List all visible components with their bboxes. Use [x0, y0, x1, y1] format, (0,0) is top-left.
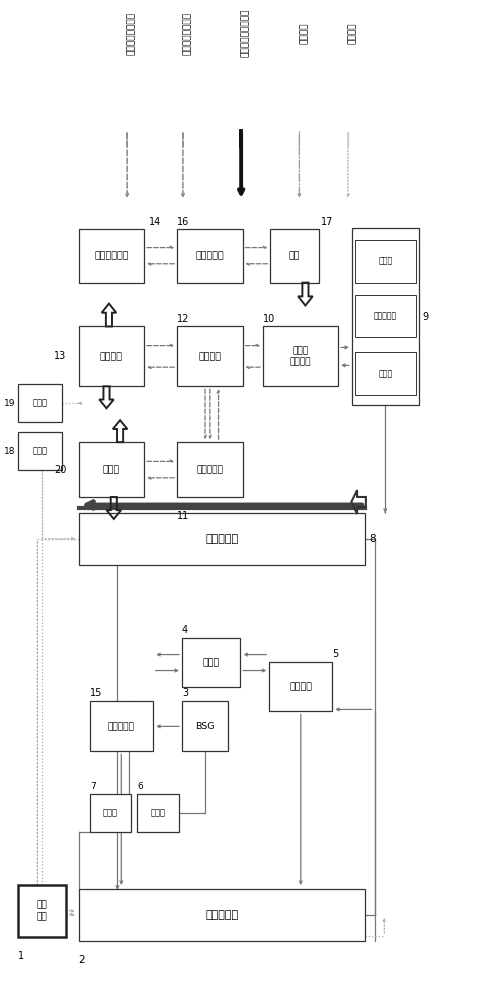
Bar [352, 228, 419, 405]
Text: 暖阀口: 暖阀口 [378, 257, 392, 266]
Text: 9: 9 [422, 312, 429, 322]
Text: 3: 3 [182, 688, 188, 698]
Bar [270, 662, 332, 711]
Text: 17: 17 [321, 217, 334, 227]
Bar [182, 638, 240, 687]
Bar [270, 229, 319, 283]
Text: 缸体水套: 缸体水套 [198, 352, 221, 361]
Text: 电子节温器: 电子节温器 [374, 312, 397, 321]
Text: 暖风: 暖风 [289, 251, 300, 260]
Text: 补水管路: 补水管路 [299, 23, 308, 44]
Text: 低温散热器: 低温散热器 [205, 910, 238, 920]
Bar [78, 889, 365, 941]
Bar [355, 295, 416, 337]
Bar [18, 384, 62, 422]
Text: 开关式
机械水泵: 开关式 机械水泵 [290, 346, 311, 366]
Text: 电子增压器: 电子增压器 [108, 722, 135, 731]
Bar [78, 442, 144, 497]
Text: 电子水泵: 电子水泵 [289, 682, 312, 691]
Text: 电控辅助水泵: 电控辅助水泵 [94, 251, 128, 260]
Text: 19: 19 [4, 399, 16, 408]
Text: 单向阀: 单向阀 [32, 447, 48, 456]
Text: 延迟循环冷却液流路: 延迟循环冷却液流路 [241, 9, 250, 57]
Text: 泵前负导管: 泵前负导管 [196, 465, 223, 474]
Text: 4: 4 [182, 625, 188, 635]
Text: 13: 13 [54, 351, 67, 361]
Bar [355, 240, 416, 283]
Text: 排气管路: 排气管路 [348, 23, 357, 44]
Bar [177, 326, 243, 386]
Bar [78, 513, 365, 565]
Text: 15: 15 [90, 688, 102, 698]
Text: 16: 16 [177, 217, 189, 227]
Text: 8: 8 [369, 534, 375, 544]
Text: 6: 6 [137, 782, 143, 791]
Text: 11: 11 [177, 511, 189, 521]
Text: 节流阀: 节流阀 [32, 399, 48, 408]
Bar [177, 229, 243, 283]
Bar [78, 229, 144, 283]
Bar [78, 326, 144, 386]
Text: 14: 14 [149, 217, 161, 227]
Bar [18, 885, 67, 937]
Text: 高温散热器: 高温散热器 [205, 534, 238, 544]
Text: 出水口: 出水口 [103, 465, 120, 474]
Text: 大循环冷却液流路: 大循环冷却液流路 [127, 12, 136, 55]
Text: 1: 1 [18, 951, 24, 961]
Text: 涡轮增压器: 涡轮增压器 [196, 251, 224, 260]
Text: 18: 18 [4, 447, 16, 456]
Bar [90, 794, 131, 832]
Bar [263, 326, 338, 386]
Text: 膨胀
水箱: 膨胀 水箱 [37, 901, 48, 921]
Bar [182, 701, 228, 751]
Text: 单向阀: 单向阀 [103, 809, 118, 818]
Text: 12: 12 [177, 314, 190, 324]
Text: 中冷器: 中冷器 [202, 658, 220, 667]
Bar [137, 794, 178, 832]
Bar [18, 432, 62, 470]
Text: 20: 20 [54, 465, 67, 475]
Text: 5: 5 [332, 649, 339, 659]
Bar [355, 352, 416, 395]
Bar [177, 442, 243, 497]
Text: 缸盖水套: 缸盖水套 [100, 352, 123, 361]
Text: 冷阀口: 冷阀口 [378, 369, 392, 378]
Text: 10: 10 [263, 314, 275, 324]
Text: BSG: BSG [195, 722, 215, 731]
Text: 节流阀: 节流阀 [150, 809, 166, 818]
Text: 7: 7 [90, 782, 96, 791]
Text: 小循环冷却液流路: 小循环冷却液流路 [183, 12, 192, 55]
Bar [90, 701, 153, 751]
Text: 2: 2 [78, 955, 85, 965]
